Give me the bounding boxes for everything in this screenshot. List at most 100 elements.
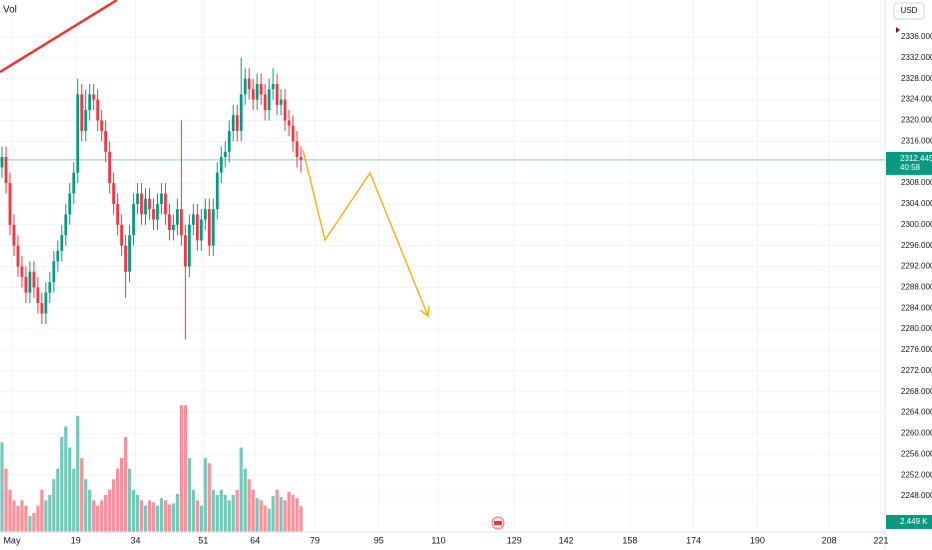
volume-bar: [231, 495, 235, 532]
volume-bar: [64, 426, 68, 532]
volume-bar: [191, 489, 195, 532]
x-tick-label: 51: [198, 535, 208, 545]
x-tick-label: 142: [559, 535, 574, 545]
volume-bar: [112, 479, 116, 532]
volume-bar: [135, 495, 140, 532]
volume-bar: [199, 505, 203, 532]
candle-body: [295, 141, 299, 157]
volume-bar: [84, 479, 88, 532]
candle-body: [172, 224, 175, 231]
volume-bar: [223, 495, 227, 532]
candle-body: [20, 266, 24, 277]
volume-bar: [100, 500, 104, 532]
candle-body: [92, 94, 96, 100]
candle-body: [144, 198, 147, 215]
volume-bar: [4, 468, 8, 532]
trend-line: [0, 0, 118, 74]
y-tick-label: 2308.000: [901, 178, 932, 187]
candle-body: [116, 203, 120, 225]
candle-body: [247, 78, 251, 90]
volume-bar: [211, 489, 215, 532]
candle-body: [120, 224, 123, 246]
volume-bar: [219, 489, 223, 532]
volume-bar: [40, 489, 44, 532]
volume-bar: [16, 505, 20, 532]
y-tick-label: 2332.000: [901, 53, 932, 62]
volume-bar: [243, 468, 247, 532]
y-tick-label: 2260.000: [901, 429, 932, 438]
candle-body: [183, 235, 187, 267]
candle-body: [191, 214, 195, 225]
x-tick-label: 64: [250, 535, 260, 545]
candle-body: [84, 110, 88, 131]
event-icon-flag: [494, 521, 502, 525]
candle-body: [132, 203, 135, 236]
volume-bar: [251, 489, 255, 532]
candle-body: [235, 115, 239, 131]
candle-body: [199, 219, 203, 241]
volume-bar: [167, 504, 172, 532]
candle-body: [28, 271, 32, 293]
candle-body: [76, 94, 80, 173]
volume-bar: [171, 503, 176, 532]
volume-bar: [76, 415, 80, 532]
volume-bar: [20, 500, 24, 532]
candle-body: [168, 214, 171, 231]
candle-body: [279, 99, 283, 105]
volume-bar: [247, 479, 251, 532]
candle-body: [4, 156, 8, 184]
y-tick-label: 2268.000: [901, 387, 932, 396]
candle-body: [100, 120, 104, 131]
volume-bar: [163, 500, 168, 532]
x-tick-label: 34: [131, 535, 141, 545]
candle-body: [263, 94, 267, 111]
candle-body: [255, 83, 259, 100]
candle-body: [287, 120, 291, 126]
volume-bar: [227, 500, 231, 532]
x-tick-label: 95: [374, 535, 384, 545]
volume-bar: [80, 458, 84, 532]
candle-body: [24, 276, 28, 293]
candle-body: [80, 94, 84, 131]
candle-body: [203, 209, 207, 220]
x-tick-label: 221: [873, 535, 888, 545]
candle-body: [291, 125, 295, 142]
y-tick-label: 2272.000: [901, 366, 932, 375]
volume-bar: [235, 489, 239, 532]
scale-marker: [896, 27, 900, 33]
volume-bar: [287, 491, 291, 532]
currency-box[interactable]: [893, 2, 925, 20]
volume-bar: [291, 495, 295, 532]
x-tick-label: 190: [750, 535, 765, 545]
y-tick-label: 2320.000: [901, 116, 932, 125]
candle-body: [231, 115, 235, 131]
currency[interactable]: USD: [901, 6, 918, 15]
y-tick-label: 2336.000: [901, 32, 932, 41]
y-tick-label: 2300.000: [901, 220, 932, 229]
y-tick-label: 2292.000: [901, 262, 932, 271]
volume-bar: [187, 458, 191, 532]
candle-body: [124, 245, 127, 272]
volume-bar: [8, 489, 12, 532]
candle-body: [112, 183, 116, 204]
candle-body: [195, 214, 199, 241]
volume-bar: [28, 516, 32, 532]
volume-bar: [259, 500, 263, 532]
candle-body: [68, 193, 72, 215]
volume-bar: [143, 505, 148, 532]
x-tick-label: 129: [507, 535, 522, 545]
candle-body: [140, 193, 143, 215]
volume-bar: [24, 505, 28, 532]
candle-body: [239, 94, 243, 131]
volume-bar: [108, 489, 112, 532]
volume-bar: [215, 495, 219, 532]
candle-body: [56, 250, 60, 262]
y-tick-label: 2276.000: [901, 345, 932, 354]
volume-bar: [56, 468, 60, 532]
volume-layer: [0, 405, 303, 532]
volume-bar: [271, 496, 275, 532]
volume-bar: [139, 500, 144, 532]
candle-body: [275, 83, 279, 105]
volume-bar: [279, 497, 283, 532]
candle-body: [128, 235, 131, 272]
